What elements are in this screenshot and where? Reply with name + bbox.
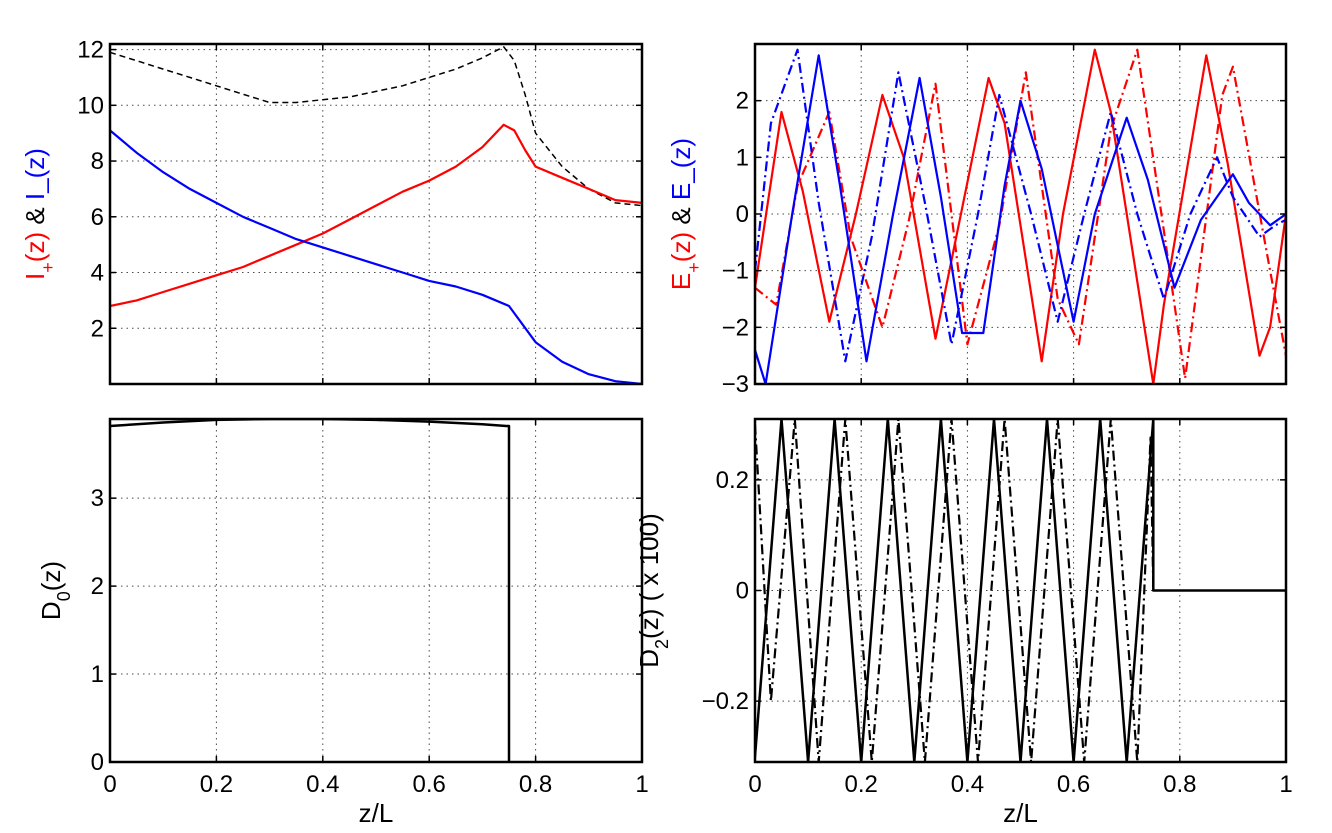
series-line-1 [110, 123, 642, 308]
y-axis-label-part: D [36, 601, 66, 620]
x-tick-label: 1 [1279, 771, 1292, 798]
y-axis-label: D0(z) [36, 561, 74, 620]
y-axis-label-part: E_(z) [666, 138, 696, 200]
y-tick-label: 1 [736, 144, 749, 171]
y-tick-label: −2 [722, 314, 749, 341]
series-line-0 [755, 48, 1286, 384]
y-axis-label-part: & [20, 200, 50, 232]
y-tick-label: 1 [91, 661, 104, 688]
y-axis-label-part: (z) [666, 232, 696, 262]
y-tick-label: 6 [91, 204, 104, 231]
series-line-0 [110, 419, 511, 762]
y-axis-label-part: 2 [652, 639, 672, 649]
y-axis-label-part: I [20, 273, 50, 280]
y-tick-label: 0 [91, 749, 104, 776]
y-tick-label: 2 [91, 573, 104, 600]
y-tick-label: −1 [722, 258, 749, 285]
series-line-1 [755, 48, 1286, 380]
y-axis-label-part: & [666, 200, 696, 232]
y-axis-label-part: D [634, 649, 664, 668]
series-line-0 [110, 46, 642, 207]
y-tick-label: 12 [77, 37, 104, 64]
x-tick-label: 0.2 [845, 771, 878, 798]
x-tick-label: 0.2 [200, 771, 233, 798]
y-axis-label-part: (z) [36, 561, 66, 591]
y-tick-label: −0.2 [702, 688, 749, 715]
series-line-3 [755, 48, 1286, 363]
x-tick-label: 0.8 [519, 771, 552, 798]
series-line-2 [755, 54, 1286, 384]
y-tick-label: 4 [91, 260, 104, 287]
y-axis-label-part: I_(z) [20, 148, 50, 200]
x-tick-label: 0 [103, 771, 116, 798]
axes-frame [108, 42, 644, 386]
x-tick-label: 0.4 [306, 771, 339, 798]
y-axis-label-part: (z) [20, 232, 50, 262]
y-axis-label-part: + [684, 262, 704, 273]
plot-field: −3 −2 −1 0 1 2 E+(z) & E_(z) [666, 42, 1288, 398]
series-line-0 [755, 419, 1286, 762]
x-tick-label: 1 [635, 771, 648, 798]
plot-d2: 0 0.2 0.4 0.6 0.8 1 −0.2 0 0.2 z/L D2(z) ( x 100) [634, 417, 1293, 828]
x-axis-label: z/L [359, 798, 394, 828]
series-line-1 [755, 419, 1155, 762]
y-axis-label-part: + [38, 262, 58, 273]
y-axis-label-part: 0 [54, 591, 74, 601]
plot-intensity: 2 4 6 8 10 12 I+(z) & I_(z) [20, 37, 644, 386]
x-tick-label: 0.6 [413, 771, 446, 798]
y-axis-label-part: E [666, 273, 696, 290]
x-axis-label: z/L [1003, 798, 1038, 828]
x-tick-label: 0.4 [951, 771, 984, 798]
y-tick-label: 10 [77, 92, 104, 119]
y-axis-label-part: (z) ( x 100) [634, 513, 664, 639]
y-tick-label: 2 [736, 88, 749, 115]
y-axis-label: D2(z) ( x 100) [634, 513, 672, 667]
y-tick-label: 8 [91, 148, 104, 175]
axes-frame [108, 417, 644, 764]
x-tick-label: 0 [748, 771, 761, 798]
series-line-2 [110, 129, 642, 384]
y-tick-label: 0 [736, 201, 749, 228]
x-tick-label: 0.8 [1163, 771, 1196, 798]
y-tick-label: 0.2 [716, 467, 749, 494]
y-axis-label: I+(z) & I_(z) [20, 148, 58, 280]
y-tick-label: 3 [91, 485, 104, 512]
y-axis-label: E+(z) & E_(z) [666, 138, 704, 290]
y-tick-label: 2 [91, 315, 104, 342]
x-tick-label: 0.6 [1057, 771, 1090, 798]
y-tick-label: 0 [736, 578, 749, 605]
y-tick-label: −3 [722, 371, 749, 398]
